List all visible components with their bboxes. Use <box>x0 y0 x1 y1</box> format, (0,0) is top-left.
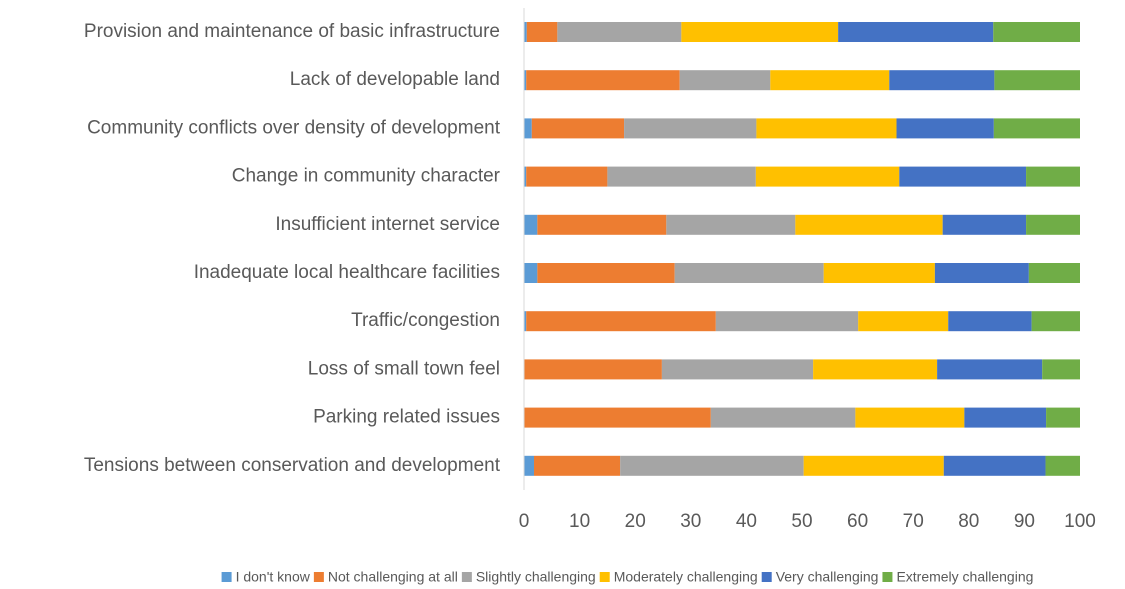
category-label: Tensions between conservation and develo… <box>84 455 501 476</box>
bar-segment <box>993 22 1080 42</box>
bar-segment <box>1026 166 1080 187</box>
category-label: Lack of developable land <box>290 69 500 90</box>
x-tick-label: 40 <box>736 511 757 532</box>
bar-segment <box>1045 455 1080 476</box>
bar-segment <box>899 166 1027 187</box>
bar-segment <box>620 455 804 476</box>
legend-swatch <box>221 572 232 582</box>
bar-segment <box>943 455 1046 476</box>
bar-segment <box>524 22 527 42</box>
bar-segment <box>524 359 662 380</box>
bar-segment <box>1031 311 1080 332</box>
category-label: Inadequate local healthcare facilities <box>194 262 500 283</box>
bar-segment <box>526 311 716 332</box>
bar-segment <box>964 407 1047 428</box>
category-label: Provision and maintenance of basic infra… <box>84 21 500 42</box>
bar-segment <box>526 22 558 42</box>
legend-label: I don't know <box>236 569 311 585</box>
bar-segment <box>710 407 856 428</box>
bar-segment <box>524 70 527 91</box>
bar-segment <box>755 166 900 187</box>
bar-segment <box>823 263 935 283</box>
x-tick-label: 50 <box>791 511 812 532</box>
bar-segment <box>855 407 965 428</box>
bar-segment <box>993 118 1080 139</box>
x-tick-label: 90 <box>1014 511 1035 532</box>
bar-segment <box>715 311 859 332</box>
bar-segment <box>1028 263 1080 283</box>
legend-swatch <box>761 572 772 582</box>
bar-segment <box>624 118 757 139</box>
legend-label: Slightly challenging <box>476 569 596 585</box>
x-tick-label: 100 <box>1064 511 1096 532</box>
bar-segment <box>813 359 938 380</box>
bar-segment <box>531 118 625 139</box>
legend-label: Not challenging at all <box>328 569 458 585</box>
x-tick-label: 10 <box>569 511 590 532</box>
bar-segment <box>557 22 682 42</box>
bar-segment <box>934 263 1029 283</box>
bar-segment <box>795 214 943 235</box>
legend-label: Moderately challenging <box>614 569 758 585</box>
bar-segment <box>661 359 814 380</box>
bar-segment <box>524 455 535 476</box>
bar-segment <box>524 166 527 187</box>
legend-swatch <box>882 572 893 582</box>
bar-segment <box>1046 407 1080 428</box>
bar-segment <box>537 214 667 235</box>
bar-segment <box>838 22 994 42</box>
bar-segment <box>534 455 621 476</box>
bar-segment <box>681 22 839 42</box>
bar-segment <box>524 407 711 428</box>
bar-segment <box>1042 359 1080 380</box>
bar-segment <box>770 70 890 91</box>
x-tick-label: 20 <box>625 511 646 532</box>
legend-swatch <box>313 572 324 582</box>
category-label: Insufficient internet service <box>275 214 500 235</box>
bar-segment <box>679 70 771 91</box>
bar-segment <box>674 263 824 283</box>
bar-segment <box>803 455 944 476</box>
bar-segment <box>526 166 608 187</box>
bar-segment <box>607 166 756 187</box>
bar-segment <box>858 311 949 332</box>
legend-swatch <box>461 572 472 582</box>
legend-swatch <box>599 572 610 582</box>
bar-segment <box>756 118 897 139</box>
category-label: Change in community character <box>232 166 501 187</box>
x-tick-label: 0 <box>519 511 530 532</box>
legend-label: Very challenging <box>776 569 879 585</box>
bar-segment <box>666 214 796 235</box>
bar-segment <box>524 311 527 332</box>
bar-segment <box>524 214 538 235</box>
x-tick-label: 80 <box>958 511 979 532</box>
bar-segment <box>942 214 1027 235</box>
x-tick-label: 30 <box>680 511 701 532</box>
bar-segment <box>896 118 994 139</box>
category-label: Loss of small town feel <box>308 358 500 379</box>
bar-segment <box>1026 214 1080 235</box>
bar-segment <box>937 359 1043 380</box>
bar-segment <box>524 263 538 283</box>
bar-segment <box>948 311 1032 332</box>
bar-segment <box>994 70 1080 91</box>
x-tick-label: 60 <box>847 511 868 532</box>
x-tick-label: 70 <box>903 511 924 532</box>
bar-segment <box>537 263 675 283</box>
bar-segment <box>524 118 532 139</box>
category-label: Community conflicts over density of deve… <box>87 117 501 138</box>
category-label: Traffic/congestion <box>351 310 500 331</box>
bar-segment <box>889 70 995 91</box>
bar-segment <box>526 70 680 91</box>
category-label: Parking related issues <box>313 407 500 428</box>
legend-label: Extremely challenging <box>896 569 1033 585</box>
